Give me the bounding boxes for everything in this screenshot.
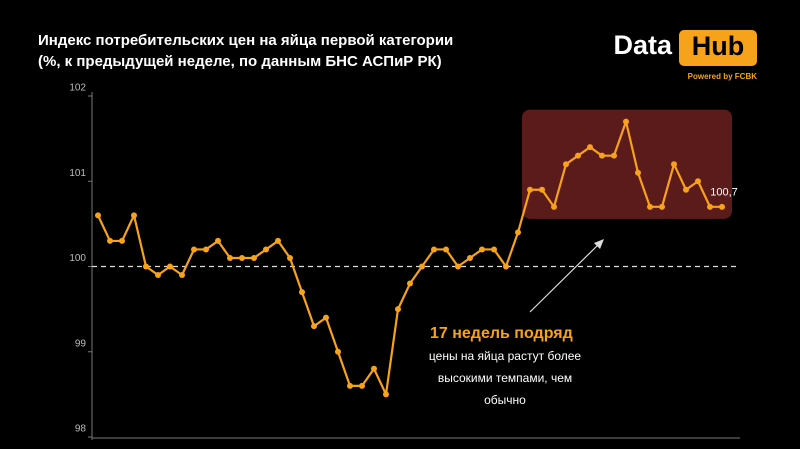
- y-tick-label: 100: [69, 253, 86, 264]
- point: [683, 186, 689, 193]
- point: [455, 263, 461, 270]
- arrow-head: [594, 239, 604, 249]
- point: [311, 323, 317, 330]
- point: [227, 254, 233, 261]
- y-tick-label: 102: [69, 83, 86, 94]
- highlight-box: [522, 109, 732, 219]
- value-label: 100,7: [710, 187, 738, 199]
- logo-left: Data: [613, 30, 673, 60]
- point: [431, 246, 437, 253]
- point: [251, 254, 257, 261]
- point: [299, 289, 305, 296]
- point: [575, 152, 581, 159]
- point: [167, 263, 173, 270]
- point: [623, 118, 629, 125]
- point: [287, 254, 293, 261]
- point: [323, 314, 329, 321]
- point: [383, 391, 389, 398]
- point: [527, 186, 533, 193]
- point: [143, 263, 149, 270]
- point: [695, 178, 701, 185]
- annotation-line: обычно: [484, 393, 526, 407]
- y-tick-label: 98: [75, 424, 87, 435]
- point: [179, 272, 185, 279]
- point: [647, 203, 653, 210]
- logo-right: Hub: [692, 31, 744, 61]
- point: [407, 280, 413, 287]
- point: [371, 365, 377, 372]
- point: [239, 254, 245, 261]
- arrow: [529, 240, 603, 313]
- point: [347, 382, 353, 389]
- point: [659, 203, 665, 210]
- point: [611, 152, 617, 159]
- point: [563, 161, 569, 168]
- point: [551, 203, 557, 210]
- point: [395, 306, 401, 313]
- annotation-line: цены на яйца растут более: [429, 349, 581, 363]
- point: [275, 237, 281, 244]
- point: [719, 203, 725, 210]
- point: [335, 348, 341, 355]
- point: [467, 254, 473, 261]
- point: [359, 382, 365, 389]
- point: [443, 246, 449, 253]
- point: [95, 212, 101, 219]
- point: [503, 263, 509, 270]
- point: [155, 272, 161, 279]
- chart-title: Индекс потребительских цен на яйца перво…: [38, 32, 453, 49]
- point: [419, 263, 425, 270]
- point: [191, 246, 197, 253]
- point: [671, 161, 677, 168]
- y-tick-label: 99: [75, 338, 87, 349]
- point: [599, 152, 605, 159]
- point: [203, 246, 209, 253]
- annotation-line: высокими темпами, чем: [438, 371, 572, 385]
- y-tick-label: 101: [69, 168, 86, 179]
- logo-box: [679, 30, 757, 66]
- point: [107, 237, 113, 244]
- point: [119, 237, 125, 244]
- point: [539, 186, 545, 193]
- point: [707, 203, 713, 210]
- point: [635, 169, 641, 176]
- point: [587, 144, 593, 151]
- point: [215, 237, 221, 244]
- point: [515, 229, 521, 236]
- annotation-headline: 17 недель подряд: [430, 325, 573, 342]
- point: [479, 246, 485, 253]
- point: [491, 246, 497, 253]
- logo-tagline: Powered by FCBK: [688, 72, 758, 81]
- point: [263, 246, 269, 253]
- chart-subtitle: (%, к предыдущей неделе, по данным БНС А…: [38, 53, 442, 70]
- point: [131, 212, 137, 219]
